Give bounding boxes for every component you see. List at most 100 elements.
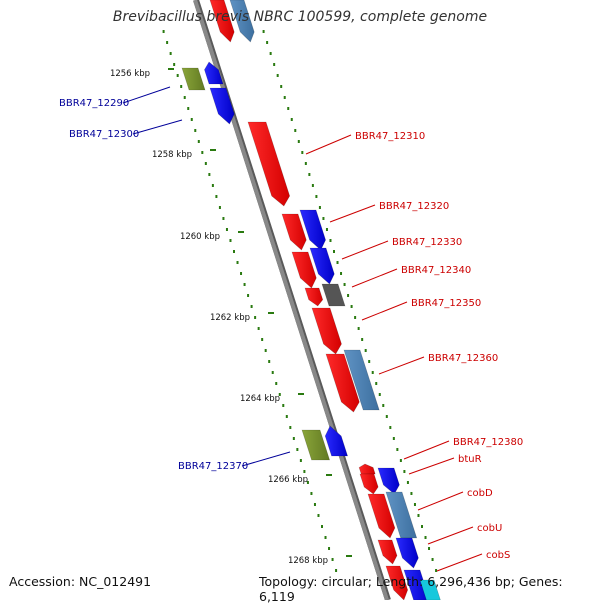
tick-dot — [396, 448, 399, 451]
tick-dot — [229, 239, 232, 242]
gene-label-forward: BBR47_12350 — [411, 298, 481, 309]
tick-dot — [417, 514, 420, 517]
gene-arrow — [385, 565, 408, 600]
tick-dot — [187, 107, 190, 110]
gene-arrow — [247, 121, 291, 207]
gene-label-forward: BBR47_12340 — [401, 265, 471, 276]
tick-label: 1268 kbp — [288, 556, 328, 566]
tick-dot — [201, 151, 204, 154]
tick-dot — [183, 96, 186, 99]
tick-dot — [368, 360, 371, 363]
tick-dot — [310, 492, 313, 495]
tick-dot — [264, 349, 267, 352]
tick-dot — [282, 404, 285, 407]
tick-dot — [354, 316, 357, 319]
gene-arrow — [377, 467, 400, 495]
gene-features — [181, 0, 441, 600]
tick-dot — [162, 30, 165, 33]
leader-line — [417, 491, 464, 511]
tick-dot — [385, 415, 388, 418]
tick-dot — [399, 459, 402, 462]
tick-dot — [257, 327, 260, 330]
tick-dot — [364, 349, 367, 352]
gene-arrow — [395, 537, 419, 569]
leader-line — [132, 119, 183, 135]
tick-dot — [406, 481, 409, 484]
tick-dot — [197, 140, 200, 143]
tick-dot — [194, 129, 197, 132]
gene-label-forward: cobS — [486, 550, 510, 561]
tick-dot — [297, 140, 300, 143]
tick-dot — [166, 41, 169, 44]
tick-dot — [347, 294, 350, 297]
gene-label-forward: BBR47_12380 — [453, 437, 523, 448]
leader-line — [351, 268, 398, 288]
tick-dot — [204, 162, 207, 165]
tick-dot — [389, 426, 392, 429]
gene-arrow — [324, 425, 349, 457]
tick-dot — [392, 437, 395, 440]
gene-label-forward: BBR47_12330 — [392, 237, 462, 248]
gene-arrow — [358, 463, 376, 475]
tick-dot — [321, 525, 323, 528]
tick-dot — [283, 96, 286, 99]
tick-dot — [308, 173, 311, 176]
gene-arrow — [299, 209, 326, 251]
tick-dot — [335, 569, 338, 572]
tick-label: 1260 kbp — [180, 232, 220, 242]
gene-arrow — [385, 491, 418, 539]
tick-dot — [318, 206, 321, 209]
gene-arrow — [209, 0, 235, 43]
tick-dot — [180, 85, 183, 88]
tick-dot — [325, 228, 328, 231]
leader-line — [427, 526, 474, 545]
accession-text: Accession: NC_012491 — [9, 574, 152, 589]
tick-dot — [340, 272, 343, 275]
gene-label-forward: BBR47_12320 — [379, 201, 449, 212]
tick-dot — [247, 294, 250, 297]
gene-arrow — [301, 429, 331, 461]
tick-dot — [343, 283, 346, 286]
gene-arrow — [321, 283, 346, 307]
tick-dot — [424, 536, 427, 539]
tick-dot — [328, 547, 331, 550]
tick-dot — [313, 503, 316, 506]
tick-dot — [290, 118, 293, 121]
tick-dot — [261, 338, 264, 341]
tick-dot — [222, 217, 225, 220]
tick-dot — [269, 52, 272, 55]
tick-label: 1262 kbp — [210, 313, 250, 323]
leader-line — [361, 301, 408, 321]
tick-dot — [243, 283, 246, 286]
tick-mark — [346, 555, 352, 557]
gene-arrow — [291, 251, 317, 289]
gene-label-forward: BBR47_12360 — [428, 353, 498, 364]
tick-dot — [225, 228, 228, 231]
gene-label-reverse: BBR47_12290 — [59, 98, 129, 109]
tick-dot — [294, 129, 297, 132]
gene-label-forward: btuR — [458, 454, 482, 465]
tick-dot — [296, 448, 299, 451]
tick-dot — [292, 437, 295, 440]
leader-line — [403, 440, 450, 460]
tick-mark — [238, 231, 244, 233]
tick-mark — [326, 474, 332, 476]
tick-mark — [298, 393, 304, 395]
tick-dot — [287, 107, 290, 110]
tick-dot — [357, 327, 360, 330]
gene-arrow — [229, 0, 255, 43]
tick-dot — [336, 261, 339, 264]
tick-dot — [350, 305, 353, 308]
tick-dot — [306, 481, 309, 484]
tick-dot — [250, 305, 253, 308]
tick-dot — [378, 393, 381, 396]
tick-dot — [331, 558, 334, 561]
tick-dot — [361, 338, 364, 341]
tick-dot — [428, 547, 431, 550]
tick-dot — [262, 30, 265, 33]
scale-ticks: 1256 kbp 1258 kbp 1260 kbp 1262 kbp 1264 kbp… — [110, 68, 352, 566]
gene-arrow — [403, 569, 430, 600]
tick-dot — [304, 162, 307, 165]
gene-label-forward: BBR47_12310 — [355, 131, 425, 142]
